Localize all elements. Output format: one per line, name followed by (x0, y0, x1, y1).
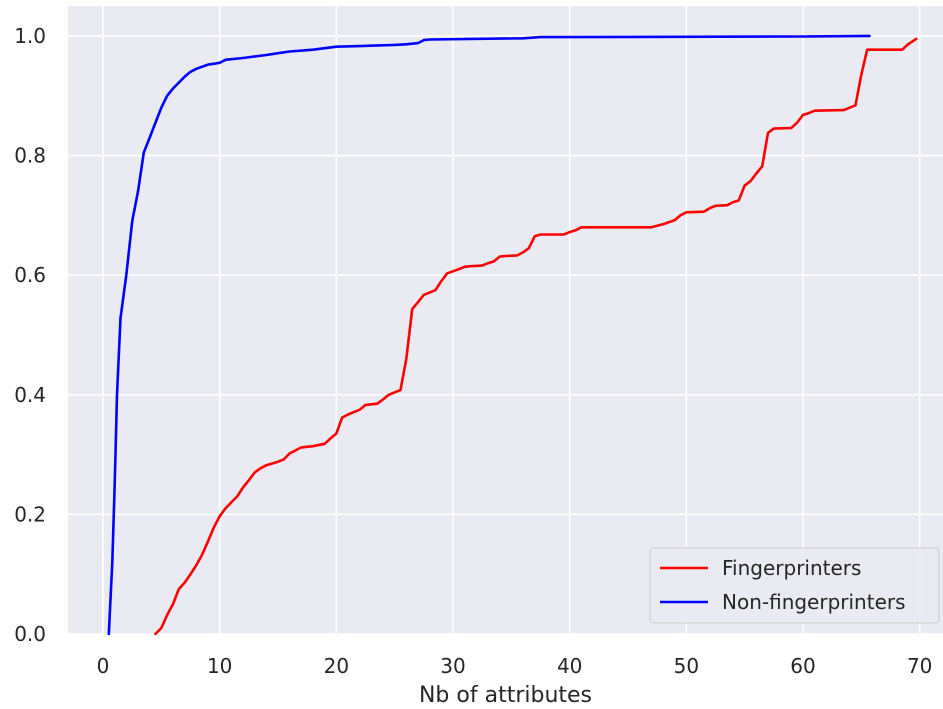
x-tick-label: 0 (97, 654, 110, 678)
x-tick-label: 40 (557, 654, 582, 678)
legend: Fingerprinters Non-fingerprinters (649, 547, 940, 624)
x-tick-label: 60 (790, 654, 815, 678)
series-line-non-fingerprinters (107, 34, 871, 636)
y-tick-label: 0.6 (14, 263, 46, 287)
legend-label: Fingerprinters (722, 556, 861, 580)
x-tick-label: 30 (440, 654, 465, 678)
plot-area (68, 6, 943, 634)
x-axis-label: Nb of attributes (419, 683, 592, 708)
x-tick-label: 70 (907, 654, 932, 678)
x-tick-label: 10 (207, 654, 232, 678)
series-layer (107, 34, 918, 636)
series-line-fingerprinters (154, 37, 918, 636)
y-tick-label: 0.2 (14, 502, 46, 526)
y-tick-label: 0.0 (14, 622, 46, 646)
x-tick-label: 50 (674, 654, 699, 678)
legend-box (649, 547, 940, 624)
legend-label: Non-fingerprinters (722, 590, 906, 614)
x-tick-label: 20 (324, 654, 349, 678)
tick-labels: 0 10 20 30 40 50 60 70 0.0 0.2 0.4 0.6 0.8 1.0 (14, 24, 932, 678)
y-tick-label: 0.4 (14, 383, 46, 407)
y-tick-label: 0.8 (14, 144, 46, 168)
y-tick-label: 1.0 (14, 24, 46, 48)
